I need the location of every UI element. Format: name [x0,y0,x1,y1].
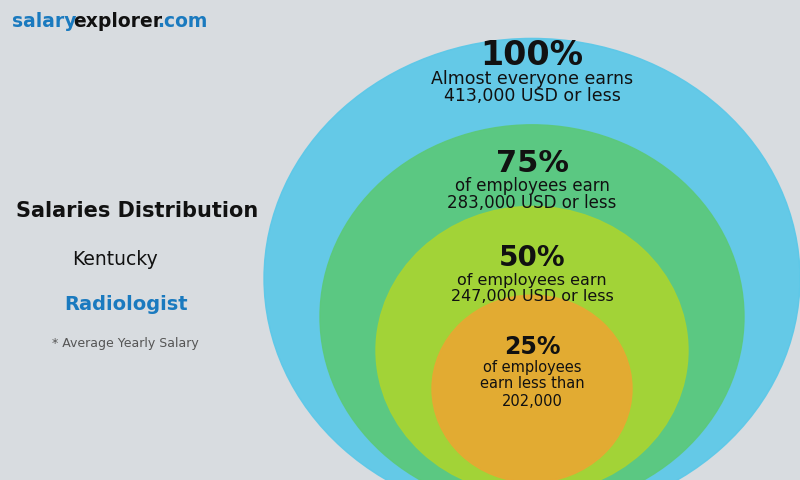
Ellipse shape [264,38,800,480]
Text: 283,000 USD or less: 283,000 USD or less [447,193,617,212]
Ellipse shape [432,295,632,480]
Text: Salaries Distribution: Salaries Distribution [16,201,258,221]
Text: 100%: 100% [481,39,583,72]
Text: of employees earn: of employees earn [454,177,610,195]
Text: Almost everyone earns: Almost everyone earns [431,70,633,88]
Text: 25%: 25% [504,335,560,359]
Text: * Average Yearly Salary: * Average Yearly Salary [52,336,198,350]
Text: Radiologist: Radiologist [64,295,188,314]
Text: 75%: 75% [495,149,569,178]
Text: 50%: 50% [498,244,566,272]
Text: 202,000: 202,000 [502,394,562,409]
Text: of employees: of employees [482,360,582,375]
Text: 413,000 USD or less: 413,000 USD or less [443,87,621,105]
Text: .com: .com [157,12,207,31]
Text: 247,000 USD or less: 247,000 USD or less [450,289,614,304]
Text: salary: salary [12,12,77,31]
Text: Kentucky: Kentucky [72,250,158,269]
Ellipse shape [376,206,688,480]
Text: earn less than: earn less than [480,376,584,392]
Text: of employees earn: of employees earn [457,273,607,288]
Text: explorer: explorer [74,12,162,31]
Ellipse shape [320,125,744,480]
